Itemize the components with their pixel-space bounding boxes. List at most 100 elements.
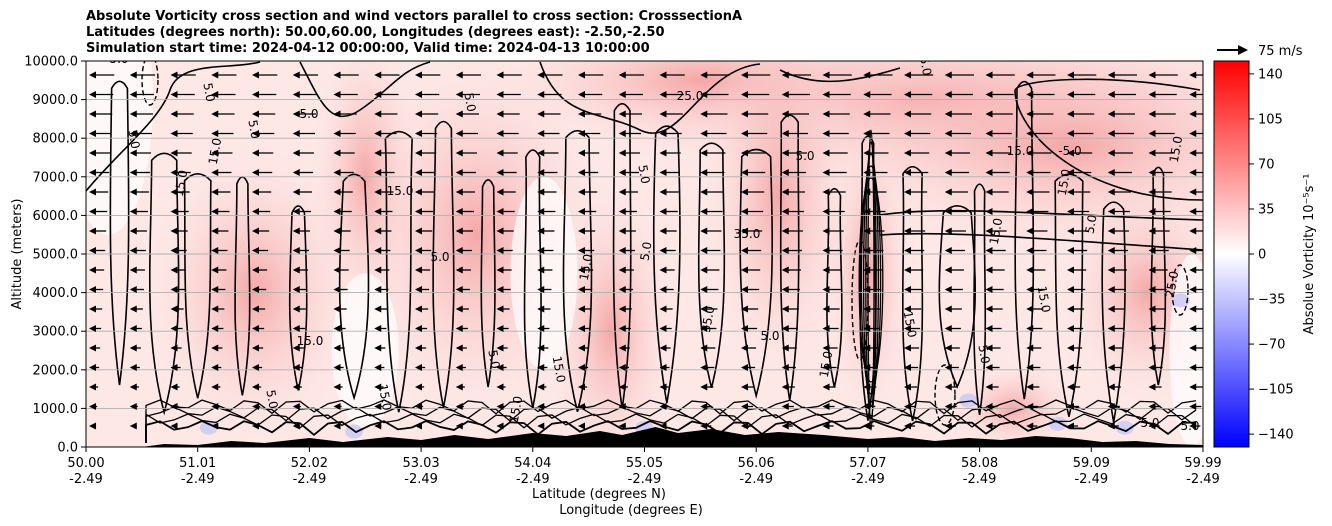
wind-arrow [211,169,232,176]
x-tick-label-lon: -2.49 [963,472,997,487]
x-tick-label-lon: -2.49 [739,472,773,487]
wind-arrow [822,403,835,410]
wind-arrow [1107,130,1134,137]
wind-arrow [781,91,811,98]
wind-arrow [537,325,550,332]
chart-title-line-1: Absolute Vorticity cross section and win… [86,9,743,24]
wind-arrow [618,130,641,137]
wind-arrow [1148,325,1165,332]
contour-label: 15.0 [901,310,919,339]
wind-arrow [1148,247,1169,254]
wind-arrow [1066,344,1083,352]
wind-arrow [577,403,587,410]
wind-arrow [89,325,102,332]
wind-arrow [944,149,970,157]
wind-arrow [903,422,916,430]
wind-arrow [251,227,270,235]
wind-arrow [1107,286,1126,293]
wind-arrow [903,286,923,293]
wind-arrow [781,286,800,293]
wind-arrow [781,305,799,313]
x-tick-label-lat: 59.09 [1073,456,1110,471]
wind-arrow [496,364,507,371]
wind-arrow [822,208,845,215]
wind-arrow [700,188,724,196]
wind-arrow [863,169,888,176]
wind-arrow [537,208,556,215]
wind-arrow [781,364,796,371]
wind-arrow [985,149,1011,157]
wind-arrow [700,266,720,274]
wind-arrow [129,91,155,98]
x-axis-label-longitude: Longitude (degrees E) [559,503,703,518]
contour-label: 5.0 [975,344,992,365]
wind-arrow [89,383,99,391]
contour-label: 15.0 [172,169,190,198]
wind-arrow [577,266,594,274]
wind-arrow [903,247,925,254]
contour-line [879,232,1203,251]
contour-label: 5.0 [795,149,814,163]
contour-label: 35.0 [734,227,761,241]
wind-arrow [496,227,514,235]
wind-arrow [211,227,229,235]
wind-arrow [1148,266,1168,274]
contour-label: 5.0 [200,82,217,103]
wind-arrow [1066,305,1085,313]
wind-arrow [903,188,928,196]
contour-label: 5.0 [109,52,128,66]
wind-arrow [251,344,264,352]
wind-arrow [618,266,634,274]
wind-arrow [496,305,510,313]
wind-arrow [129,169,150,176]
y-tick-label: 0.0 [57,441,78,456]
wind-arrow [537,286,552,293]
wind-arrow [292,305,306,313]
wind-arrow [700,110,728,118]
chart-title-line-3: Simulation start time: 2024-04-12 00:00:… [86,41,650,56]
wind-arrow [374,383,384,391]
wind-arrow [618,305,632,313]
wind-arrow [374,266,390,274]
wind-arrow [129,188,149,196]
wind-arrow [740,188,765,196]
wind-arrow [211,188,231,196]
wind-arrow [740,364,756,371]
wind-arrow [170,305,184,313]
wind-arrow [1189,305,1203,313]
colorbar-ticks: 140 105 70 35 0 −35 −70 −105 −140 [1249,67,1294,443]
wind-arrow [251,71,278,79]
contour-line-negative [141,61,159,106]
wind-arrow [455,305,469,313]
x-tick-label-lat: 52.02 [291,456,328,471]
wind-arrow [251,266,268,274]
wind-arrow [537,130,560,137]
wind-arrow [251,364,263,371]
wind-arrow [170,208,189,215]
wind-arrow [129,247,146,254]
wind-arrow [863,422,875,430]
wind-arrow [944,91,974,98]
contour-label: 25.0 [1163,270,1181,299]
wind-arrow [455,91,481,98]
wind-arrow [129,286,144,293]
contour-line [384,130,413,413]
wind-arrow [985,422,997,430]
wind-arrow [292,364,303,371]
contour-line [1054,173,1084,417]
wind-arrow [333,383,343,391]
wind-arrow [537,169,558,176]
x-tick-label-lon: -2.49 [628,472,662,487]
wind-arrow [211,325,224,332]
wind-arrow [1066,383,1081,391]
wind-arrow [496,208,515,215]
wind-arrow [1189,325,1203,332]
wind-arrow [251,110,276,118]
wind-arrow [1026,149,1052,157]
wind-arrow [89,305,103,313]
wind-arrow [577,91,603,98]
wind-arrow [1066,364,1082,371]
wind-arrow [1148,422,1160,430]
wind-arrow [863,188,887,196]
wind-arrow [292,130,315,137]
